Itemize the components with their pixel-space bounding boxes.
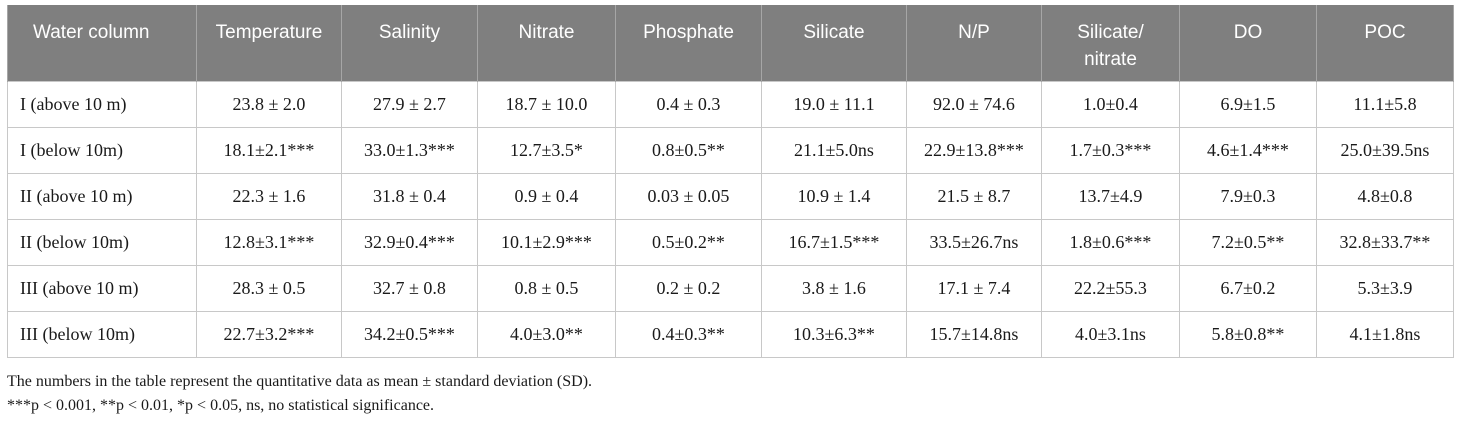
table-cell: 7.9±0.3	[1179, 173, 1317, 220]
table-row: III (below 10m) 22.7±3.2*** 34.2±0.5*** 4.0…	[7, 311, 1454, 358]
header-cell: Nitrate	[477, 5, 616, 82]
table-cell: 5.3±3.9	[1316, 265, 1454, 312]
table-cell: 12.8±3.1***	[196, 219, 342, 266]
header-cell: POC	[1316, 5, 1454, 82]
header-cell: Phosphate	[615, 5, 762, 82]
table-cell: 7.2±0.5**	[1179, 219, 1317, 266]
table-cell: 0.8 ± 0.5	[477, 265, 616, 312]
row-label-cell: III (below 10m)	[7, 311, 197, 358]
header-cell: Water column	[7, 5, 197, 82]
table-row: I (below 10m) 18.1±2.1*** 33.0±1.3*** 12.7±…	[7, 127, 1454, 174]
row-label-cell: III (above 10 m)	[7, 265, 197, 312]
table-cell: 92.0 ± 74.6	[906, 81, 1042, 128]
table-cell: 27.9 ± 2.7	[341, 81, 478, 128]
row-label-cell: II (below 10m)	[7, 219, 197, 266]
table-cell: 4.1±1.8ns	[1316, 311, 1454, 358]
table-row: I (above 10 m) 23.8 ± 2.0 27.9 ± 2.7 18.7 ±…	[7, 81, 1454, 128]
table-row: II (above 10 m) 22.3 ± 1.6 31.8 ± 0.4 0.9 ±…	[7, 173, 1454, 220]
header-cell: Silicate/ nitrate	[1041, 5, 1180, 82]
header-cell: Silicate	[761, 5, 907, 82]
table-cell: 32.7 ± 0.8	[341, 265, 478, 312]
table-cell: 6.9±1.5	[1179, 81, 1317, 128]
row-label-cell: I (below 10m)	[7, 127, 197, 174]
table-cell: 33.5±26.7ns	[906, 219, 1042, 266]
data-table: Water column Temperature Salinity Nitrat…	[7, 5, 1454, 358]
table-cell: 0.9 ± 0.4	[477, 173, 616, 220]
table-cell: 0.8±0.5**	[615, 127, 762, 174]
row-label-cell: I (above 10 m)	[7, 81, 197, 128]
table-cell: 21.5 ± 8.7	[906, 173, 1042, 220]
table-cell: 4.8±0.8	[1316, 173, 1454, 220]
table-cell: 22.7±3.2***	[196, 311, 342, 358]
row-label-cell: II (above 10 m)	[7, 173, 197, 220]
table-cell: 23.8 ± 2.0	[196, 81, 342, 128]
table-cell: 11.1±5.8	[1316, 81, 1454, 128]
table-cell: 17.1 ± 7.4	[906, 265, 1042, 312]
table-cell: 31.8 ± 0.4	[341, 173, 478, 220]
table-body: I (above 10 m) 23.8 ± 2.0 27.9 ± 2.7 18.7 ±…	[7, 81, 1454, 358]
table-footnotes: The numbers in the table represent the q…	[7, 370, 592, 418]
table-cell: 0.5±0.2**	[615, 219, 762, 266]
table-cell: 0.03 ± 0.05	[615, 173, 762, 220]
table-cell: 10.1±2.9***	[477, 219, 616, 266]
header-cell: Salinity	[341, 5, 478, 82]
table-cell: 1.7±0.3***	[1041, 127, 1180, 174]
table-cell: 16.7±1.5***	[761, 219, 907, 266]
table-cell: 15.7±14.8ns	[906, 311, 1042, 358]
table-cell: 1.0±0.4	[1041, 81, 1180, 128]
footnote-sd: The numbers in the table represent the q…	[7, 373, 593, 390]
table-cell: 12.7±3.5*	[477, 127, 616, 174]
table-cell: 28.3 ± 0.5	[196, 265, 342, 312]
table-cell: 32.9±0.4***	[341, 219, 478, 266]
table-cell: 4.6±1.4***	[1179, 127, 1317, 174]
table-cell: 0.4 ± 0.3	[615, 81, 762, 128]
data-table-container: Water column Temperature Salinity Nitrat…	[7, 5, 1454, 358]
table-cell: 1.8±0.6***	[1041, 219, 1180, 266]
table-cell: 4.0±3.0**	[477, 311, 616, 358]
table-header-row: Water column Temperature Salinity Nitrat…	[7, 5, 1454, 82]
header-cell: Temperature	[196, 5, 342, 82]
table-cell: 18.7 ± 10.0	[477, 81, 616, 128]
header-cell: N/P	[906, 5, 1042, 82]
table-cell: 25.0±39.5ns	[1316, 127, 1454, 174]
table-cell: 0.2 ± 0.2	[615, 265, 762, 312]
table-cell: 3.8 ± 1.6	[761, 265, 907, 312]
table-cell: 22.3 ± 1.6	[196, 173, 342, 220]
header-cell: DO	[1179, 5, 1317, 82]
table-cell: 5.8±0.8**	[1179, 311, 1317, 358]
footnote-significance: ***p < 0.001, **p < 0.01, *p < 0.05, ns,…	[7, 397, 435, 414]
table-cell: 19.0 ± 11.1	[761, 81, 907, 128]
table-cell: 0.4±0.3**	[615, 311, 762, 358]
table-cell: 21.1±5.0ns	[761, 127, 907, 174]
table-cell: 13.7±4.9	[1041, 173, 1180, 220]
table-cell: 33.0±1.3***	[341, 127, 478, 174]
table-cell: 10.9 ± 1.4	[761, 173, 907, 220]
table-cell: 22.9±13.8***	[906, 127, 1042, 174]
table-cell: 4.0±3.1ns	[1041, 311, 1180, 358]
table-cell: 6.7±0.2	[1179, 265, 1317, 312]
table-cell: 10.3±6.3**	[761, 311, 907, 358]
table-cell: 32.8±33.7**	[1316, 219, 1454, 266]
table-row: II (below 10m) 12.8±3.1*** 32.9±0.4*** 10.1…	[7, 219, 1454, 266]
table-cell: 18.1±2.1***	[196, 127, 342, 174]
table-cell: 34.2±0.5***	[341, 311, 478, 358]
table-cell: 22.2±55.3	[1041, 265, 1180, 312]
table-row: III (above 10 m) 28.3 ± 0.5 32.7 ± 0.8 0.8 …	[7, 265, 1454, 312]
